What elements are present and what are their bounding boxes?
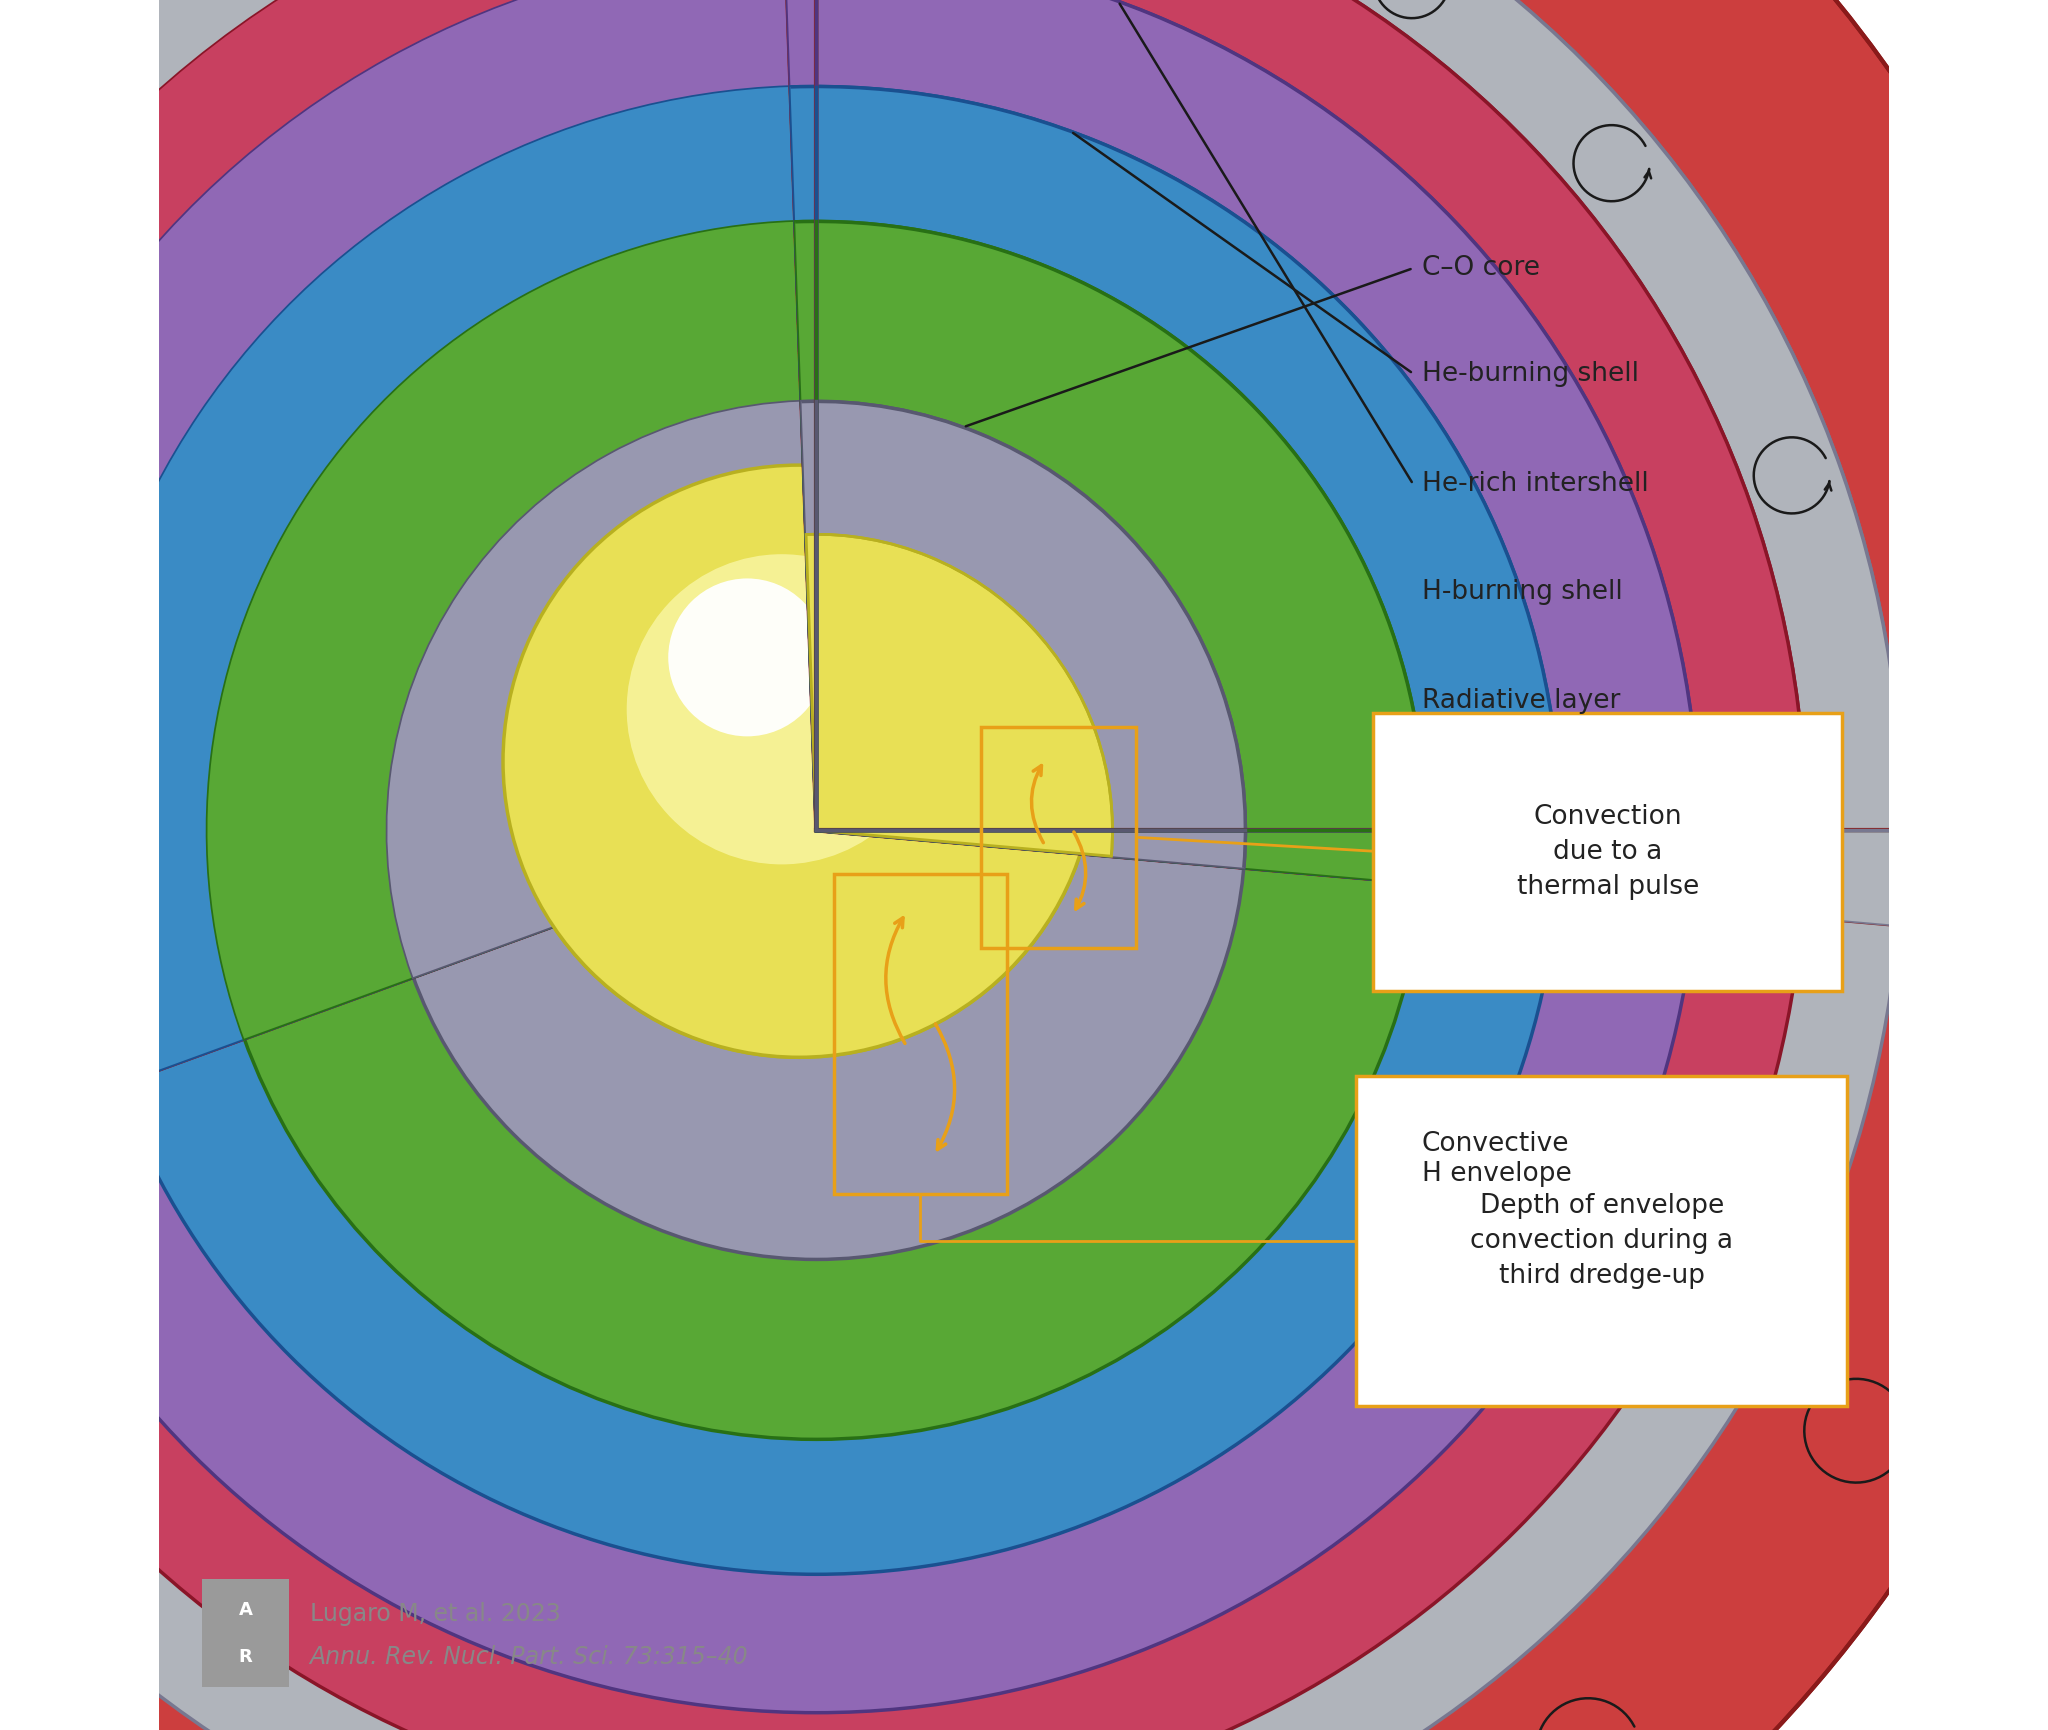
Wedge shape [791, 86, 1561, 894]
Circle shape [0, 0, 1806, 1730]
Bar [203, 1579, 289, 1687]
Wedge shape [0, 0, 817, 1202]
Text: He-burning shell: He-burning shell [1421, 360, 1638, 388]
Wedge shape [0, 0, 817, 1202]
Text: Convective
H envelope: Convective H envelope [1421, 1131, 1571, 1187]
Wedge shape [782, 0, 1806, 917]
Text: Annu. Rev. Nucl. Part. Sci. 73:315–40: Annu. Rev. Nucl. Part. Sci. 73:315–40 [309, 1645, 748, 1669]
Wedge shape [207, 221, 817, 1038]
Wedge shape [791, 86, 1561, 894]
FancyBboxPatch shape [1356, 1076, 1847, 1406]
Text: C–O core: C–O core [1421, 254, 1540, 282]
Wedge shape [207, 221, 817, 1038]
Wedge shape [782, 0, 1806, 917]
Wedge shape [0, 0, 817, 1280]
Circle shape [627, 554, 936, 865]
Circle shape [0, 0, 1698, 1713]
Text: Convection
due to a
thermal pulse: Convection due to a thermal pulse [1518, 804, 1700, 900]
Circle shape [668, 578, 825, 737]
Wedge shape [786, 0, 1698, 907]
Wedge shape [778, 0, 1903, 926]
Text: A: A [238, 1600, 252, 1619]
Wedge shape [795, 221, 1425, 884]
Wedge shape [770, 0, 2048, 945]
Wedge shape [0, 0, 817, 1169]
Wedge shape [621, 0, 2048, 953]
Wedge shape [801, 401, 1245, 868]
Wedge shape [0, 0, 817, 1169]
Wedge shape [387, 401, 817, 977]
Wedge shape [0, 0, 817, 1131]
Wedge shape [795, 221, 1425, 884]
Circle shape [207, 221, 1425, 1439]
Wedge shape [801, 401, 1245, 868]
Wedge shape [0, 0, 817, 1131]
Circle shape [504, 465, 1096, 1057]
Circle shape [387, 401, 1245, 1259]
FancyBboxPatch shape [1374, 713, 1843, 991]
Text: Lugaro M, et al. 2023: Lugaro M, et al. 2023 [309, 1602, 561, 1626]
Wedge shape [786, 0, 1698, 907]
Text: Depth of envelope
convection during a
third dredge-up: Depth of envelope convection during a th… [1470, 1194, 1733, 1289]
Text: H-burning shell: H-burning shell [1421, 578, 1622, 606]
Text: R: R [240, 1647, 252, 1666]
Text: Radiative layer: Radiative layer [1421, 687, 1620, 714]
Wedge shape [387, 401, 817, 977]
Circle shape [0, 0, 1903, 1730]
Circle shape [627, 554, 936, 865]
Wedge shape [807, 535, 1112, 856]
Wedge shape [72, 86, 817, 1085]
Circle shape [72, 86, 1561, 1574]
Circle shape [504, 465, 1096, 1057]
Wedge shape [72, 86, 817, 1085]
Wedge shape [778, 0, 1903, 926]
Circle shape [668, 578, 825, 737]
Text: He-rich intershell: He-rich intershell [1421, 471, 1649, 498]
